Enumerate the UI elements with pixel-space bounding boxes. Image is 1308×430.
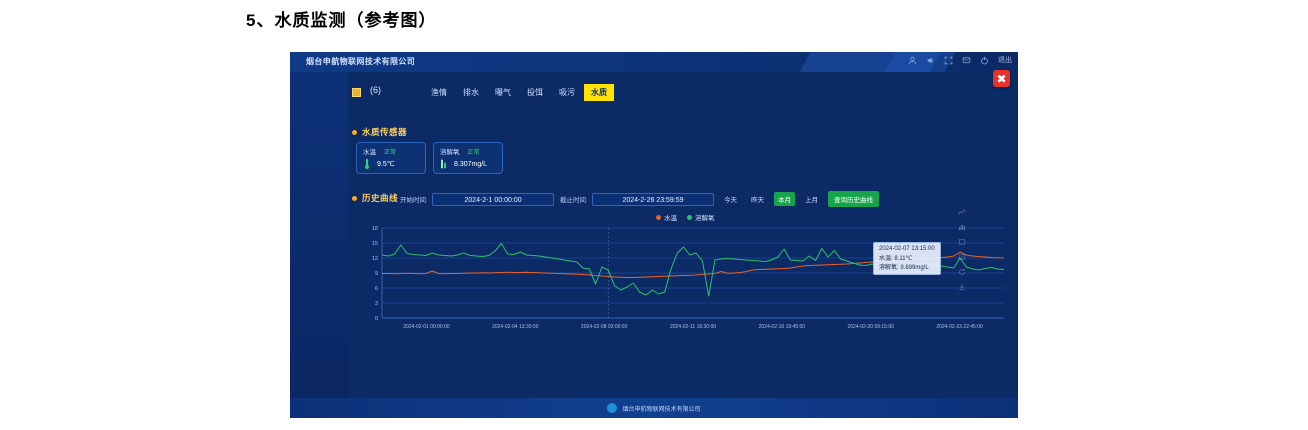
tooltip-dissolved-oxygen: 溶解氧: 9.899mg/L bbox=[879, 265, 929, 271]
sensor-card-list: 水温 正常 9.5℃ 溶解氧 正常 bbox=[356, 142, 503, 174]
svg-text:6: 6 bbox=[375, 286, 378, 292]
card-header: 水温 正常 bbox=[363, 146, 396, 156]
quick-range-today[interactable]: 今天 bbox=[724, 197, 737, 204]
left-rail bbox=[290, 72, 348, 398]
legend-item-water-temp[interactable]: 水温 bbox=[656, 212, 677, 222]
svg-text:15: 15 bbox=[372, 241, 378, 247]
sound-icon[interactable] bbox=[926, 56, 935, 65]
sensor-card-water-temp[interactable]: 水温 正常 9.5℃ bbox=[356, 142, 426, 174]
user-icon[interactable] bbox=[908, 56, 917, 65]
tab-xiwu[interactable]: 吸污 bbox=[559, 88, 575, 97]
sensor-section-header: 水质传感器 bbox=[352, 126, 407, 138]
legend-swatch bbox=[656, 214, 661, 220]
app-footer: 烟台申航物联网技术有限公司 bbox=[290, 398, 1018, 418]
status-badge: 正常 bbox=[384, 149, 397, 156]
svg-text:2024-02-08 03:00:00: 2024-02-08 03:00:00 bbox=[581, 324, 628, 330]
data-view-icon[interactable] bbox=[958, 223, 966, 231]
legend-swatch bbox=[687, 214, 692, 220]
download-icon[interactable] bbox=[958, 283, 966, 291]
legend-label: 溶解氧 bbox=[695, 215, 715, 222]
leaf-logo-icon bbox=[607, 403, 618, 413]
history-toolbar: 开始时间 2024-2-1 00:00:00 截止时间 2024-2-26 23… bbox=[400, 191, 879, 207]
tab-yuqing[interactable]: 渔情 bbox=[431, 88, 447, 97]
svg-text:2024-02-23 22:45:00: 2024-02-23 22:45:00 bbox=[936, 324, 983, 330]
quick-range-yesterday[interactable]: 昨天 bbox=[751, 197, 764, 204]
svg-text:2024-02-16 19:45:00: 2024-02-16 19:45:00 bbox=[759, 324, 806, 330]
history-section-title: 历史曲线 bbox=[362, 193, 399, 203]
folder-marker-icon bbox=[352, 88, 361, 97]
sensor-value: 8.307mg/L bbox=[454, 160, 488, 168]
oxygen-icon bbox=[441, 159, 446, 169]
tooltip-time: 2024-02-07 13:15:00 bbox=[879, 246, 935, 252]
legend-label: 水温 bbox=[664, 215, 677, 222]
svg-text:18: 18 bbox=[372, 226, 378, 232]
status-badge: 正常 bbox=[467, 149, 480, 156]
sensor-section-title: 水质传感器 bbox=[362, 127, 408, 137]
history-chart[interactable]: 0 3 6 9 12 15 18 2024-02-01 00:00:00 2024-02-04 … bbox=[352, 224, 1012, 336]
quick-range-last-month[interactable]: 上月 bbox=[805, 197, 818, 204]
tab-bar: (6) 渔情 排水 曝气 投饵 吸污 水质 bbox=[352, 84, 1012, 101]
app-header: 烟台申航物联网技术有限公司 退出 bbox=[290, 52, 1018, 72]
history-section-header: 历史曲线 bbox=[352, 192, 398, 204]
bullet-icon bbox=[352, 195, 357, 201]
footer-company-name: 烟台申航物联网技术有限公司 bbox=[622, 406, 701, 413]
device-count: (6) bbox=[370, 85, 381, 95]
chart-canvas: 0 3 6 9 12 15 18 2024-02-01 00:00:00 2024-02-04 … bbox=[372, 226, 1005, 330]
card-header: 溶解氧 正常 bbox=[440, 146, 480, 156]
legend-item-dissolved-oxygen[interactable]: 溶解氧 bbox=[687, 212, 715, 222]
app-body: (6) 渔情 排水 曝气 投饵 吸污 水质 水质传感器 水温 正常 bbox=[290, 72, 1018, 398]
svg-text:0: 0 bbox=[375, 316, 378, 322]
card-value-row: 8.307mg/L bbox=[440, 158, 487, 170]
line-bar-toggle-icon[interactable] bbox=[958, 208, 966, 216]
sensor-value: 9.5℃ bbox=[377, 161, 395, 168]
end-time-input[interactable]: 2024-2-26 23:59:59 bbox=[592, 192, 714, 206]
sensor-card-dissolved-oxygen[interactable]: 溶解氧 正常 8.307mg/L bbox=[433, 142, 503, 174]
end-time-label: 截止时间 bbox=[560, 197, 586, 204]
zoom-area-icon[interactable] bbox=[958, 238, 966, 246]
company-name: 烟台申航物联网技术有限公司 bbox=[306, 57, 416, 66]
fullscreen-icon[interactable] bbox=[944, 56, 953, 65]
svg-text:2024-02-11 16:30:00: 2024-02-11 16:30:00 bbox=[670, 324, 716, 330]
chart-tooltip: 2024-02-07 13:15:00 水温: 8.11℃ 溶解氧: 9.899… bbox=[873, 242, 941, 275]
message-icon[interactable] bbox=[962, 56, 971, 65]
app-window: 烟台申航物联网技术有限公司 退出 ✖ (6) 渔情 排水 曝气 投饵 吸污 水质 bbox=[290, 52, 1018, 418]
power-icon[interactable] bbox=[980, 56, 989, 65]
tab-list: 渔情 排水 曝气 投饵 吸污 水质 bbox=[424, 84, 614, 101]
svg-text:2024-02-04 13:30:00: 2024-02-04 13:30:00 bbox=[492, 324, 539, 330]
card-value-row: 9.5℃ bbox=[363, 158, 395, 170]
bullet-icon bbox=[352, 129, 357, 135]
tab-touer[interactable]: 投饵 bbox=[527, 88, 543, 97]
sensor-name: 水温 bbox=[363, 149, 376, 156]
tab-paishui[interactable]: 排水 bbox=[463, 88, 479, 97]
svg-text:2024-02-20 09:15:00: 2024-02-20 09:15:00 bbox=[847, 324, 894, 330]
tooltip-water-temp: 水温: 8.11℃ bbox=[879, 256, 913, 262]
restore-icon[interactable] bbox=[958, 268, 966, 276]
quick-range-this-month[interactable]: 本月 bbox=[774, 192, 795, 206]
chart-legend: 水温 溶解氧 bbox=[656, 212, 715, 222]
close-button[interactable]: ✖ bbox=[993, 70, 1010, 87]
thermometer-icon bbox=[365, 158, 369, 169]
header-toolbar: 退出 bbox=[908, 55, 1012, 65]
svg-text:9: 9 bbox=[375, 271, 378, 277]
query-history-button[interactable]: 查询历史曲线 bbox=[828, 191, 879, 207]
exit-label[interactable]: 退出 bbox=[998, 57, 1012, 64]
svg-text:12: 12 bbox=[372, 256, 378, 262]
zoom-reset-icon[interactable] bbox=[958, 253, 966, 261]
svg-text:2024-02-01 00:00:00: 2024-02-01 00:00:00 bbox=[403, 324, 450, 330]
start-time-input[interactable]: 2024-2-1 00:00:00 bbox=[432, 192, 554, 206]
sensor-name: 溶解氧 bbox=[440, 149, 460, 156]
svg-text:3: 3 bbox=[375, 301, 378, 307]
start-time-label: 开始时间 bbox=[400, 197, 426, 204]
page-title: 5、水质监测（参考图） bbox=[246, 11, 437, 30]
tab-shuizhi[interactable]: 水质 bbox=[584, 84, 614, 101]
tab-puqi[interactable]: 曝气 bbox=[495, 88, 511, 97]
chart-toolbar bbox=[958, 208, 966, 291]
